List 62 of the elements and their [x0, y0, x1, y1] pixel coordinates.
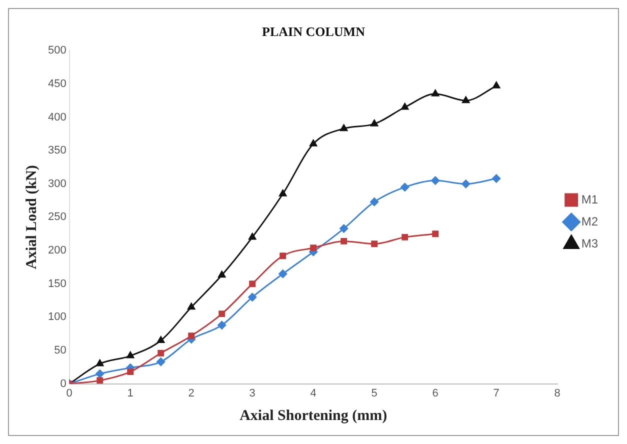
y-tick-label: 300	[48, 178, 66, 190]
y-tick-label: 350	[48, 144, 66, 157]
x-tick-label: 2	[188, 387, 194, 400]
point	[218, 310, 226, 318]
y-tick-label: 150	[48, 278, 66, 290]
point	[371, 240, 378, 248]
x-tick-label: 4	[310, 387, 316, 400]
y-tick-label: 450	[48, 78, 66, 90]
point	[127, 368, 134, 376]
x-axis-title: Axial Shortening (mm)	[240, 408, 388, 424]
point	[370, 120, 378, 126]
chart-title: PLAIN COLUMN	[262, 24, 366, 40]
point	[400, 182, 410, 192]
y-tick-label: 100	[48, 311, 66, 324]
point	[492, 174, 501, 183]
point	[492, 82, 500, 88]
point	[96, 377, 104, 384]
point	[126, 352, 134, 358]
legend-label: M1	[581, 192, 598, 206]
point	[431, 176, 440, 185]
point	[278, 270, 288, 278]
point	[96, 360, 104, 366]
x-tick-label: 7	[493, 387, 500, 400]
point	[156, 358, 166, 366]
legend-label: M2	[581, 214, 598, 228]
point	[340, 124, 348, 132]
point	[432, 90, 440, 96]
x-tick-label: 1	[127, 387, 134, 400]
point	[157, 336, 165, 343]
point	[218, 320, 226, 330]
point	[188, 332, 195, 340]
x-tick-label: 3	[249, 387, 256, 400]
point	[248, 232, 256, 240]
y-tick-label: 200	[48, 244, 66, 257]
point	[96, 370, 104, 378]
point	[248, 292, 257, 302]
x-tick-label: 6	[432, 387, 438, 400]
point	[340, 224, 348, 233]
x-tick-label: 8	[554, 387, 560, 400]
y-tick-label: 400	[48, 111, 66, 124]
point	[370, 198, 379, 206]
y-axis-title: Axial Load (kN)	[24, 165, 40, 270]
point	[402, 234, 408, 240]
point	[310, 140, 318, 146]
point	[462, 96, 470, 104]
point	[158, 350, 164, 356]
point	[462, 180, 470, 188]
point	[432, 230, 439, 238]
y-tick-label: 250	[48, 211, 66, 224]
point	[249, 280, 256, 288]
y-tick-label: 0	[60, 378, 66, 390]
y-tick-label: 50	[54, 344, 66, 357]
point	[310, 244, 317, 252]
point	[188, 302, 196, 310]
point	[279, 190, 287, 196]
y-tick-label: 500	[48, 44, 66, 57]
x-tick-label: 5	[371, 387, 378, 400]
point	[340, 238, 348, 244]
point	[280, 252, 286, 260]
point	[401, 102, 409, 110]
point	[218, 270, 226, 278]
legend-label: M3	[581, 236, 598, 250]
